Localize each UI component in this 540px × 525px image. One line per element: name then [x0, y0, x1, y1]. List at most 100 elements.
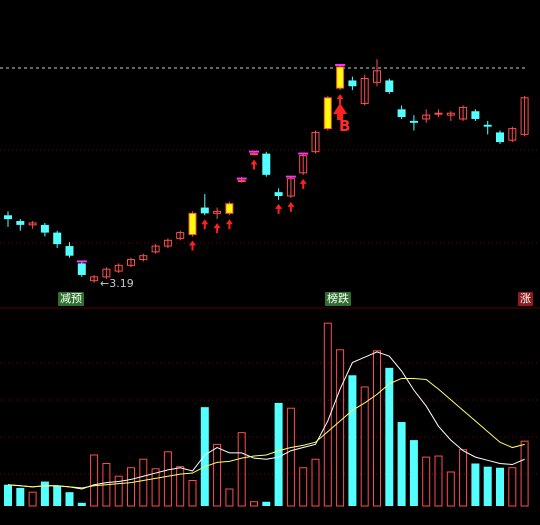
volume-bar-up: [520, 440, 529, 507]
candle-body-up: [151, 245, 160, 253]
candle-body-down: [496, 132, 504, 143]
buy-arrow-icon: [201, 219, 209, 230]
volume-bar-up: [323, 322, 332, 507]
buy-signal-label: B: [339, 117, 351, 135]
buy-arrow-icon: [299, 178, 307, 189]
candle-body-down: [397, 109, 406, 118]
volume-bar-up: [422, 456, 431, 507]
volume-bar-down: [65, 492, 74, 506]
volume-bar-up: [188, 479, 197, 507]
volume-ma-fast-line: [7, 351, 525, 490]
low-price-label: ←3.19: [100, 277, 134, 290]
candle-body-up: [127, 259, 135, 266]
volume-bar-up: [459, 449, 468, 507]
event-tag-mid[interactable]: 榜跌: [325, 292, 351, 306]
volume-bar-up: [250, 501, 258, 507]
buy-arrow-icon: [250, 159, 258, 170]
candle-body-down: [65, 246, 74, 256]
volume-bar-down: [471, 463, 480, 506]
candle-body-up: [114, 264, 123, 272]
volume-bar-down: [483, 466, 492, 506]
volume-bar-up: [163, 451, 172, 507]
buy-arrow-icon: [213, 223, 221, 234]
candle-body-down: [4, 215, 12, 220]
buy-arrow-icon: [275, 203, 283, 214]
volume-bar-up: [213, 443, 222, 507]
volume-bar-up: [225, 488, 234, 507]
volume-bar-up: [336, 349, 345, 507]
volume-bar-down: [200, 407, 209, 506]
candle-body-down: [53, 232, 62, 245]
candle-body-up: [102, 268, 111, 278]
volume-bar-down: [262, 501, 271, 506]
buy-arrow-icon: [189, 240, 196, 251]
candle-body-up: [373, 70, 381, 83]
candle-body-up: [28, 222, 37, 226]
candle-body-up: [188, 212, 197, 236]
candle-body-up: [311, 131, 320, 153]
buy-arrow-icon: [336, 94, 344, 105]
volume-bar-up: [299, 467, 308, 507]
candle-body-up: [360, 78, 369, 105]
volume-bar-down: [496, 467, 504, 506]
volume-bar-up: [28, 491, 37, 507]
strong-buy-arrow-icon: [333, 103, 348, 120]
candle-body-down: [262, 153, 271, 175]
candle-body-up: [90, 276, 99, 282]
volume-bar-up: [151, 468, 160, 507]
volume-bar-up: [90, 454, 99, 507]
candle-body-up: [250, 153, 258, 156]
event-tag-left[interactable]: 减预: [58, 292, 84, 306]
candle-body-down: [385, 80, 394, 92]
volume-bar-up: [311, 458, 320, 507]
volume-bar-up: [139, 458, 148, 507]
volume-bar-up: [127, 467, 135, 507]
volume-bar-up: [360, 386, 369, 507]
candle-body-up: [508, 128, 517, 141]
low-arrow-icon: ←: [100, 277, 110, 290]
buy-arrow-icon: [225, 219, 233, 230]
candle-body-up: [299, 155, 308, 174]
candle-body-down: [274, 192, 283, 196]
volume-bar-up: [286, 407, 295, 507]
candle-body-up: [459, 106, 468, 120]
candle-body-up: [520, 97, 529, 135]
candle-body-down: [16, 221, 25, 225]
volume-bar-up: [373, 350, 381, 507]
candle-body-up: [286, 178, 295, 197]
candle-body-down: [77, 263, 86, 275]
volume-bar-down: [40, 481, 49, 506]
candle-body-down: [200, 207, 209, 214]
candle-body-up: [225, 203, 234, 214]
volume-bar-down: [16, 487, 25, 506]
volume-bar-down: [274, 402, 283, 506]
candle-body-up: [213, 210, 222, 214]
volume-bar-down: [385, 367, 394, 506]
candle-body-down: [471, 111, 480, 119]
candle-body-up: [323, 97, 332, 130]
volume-bar-down: [348, 375, 357, 506]
candle-body-up: [176, 232, 185, 239]
volume-bar-up: [508, 467, 517, 507]
buy-arrow-icon: [287, 201, 295, 212]
candle-body-up: [446, 112, 455, 116]
event-tag-right[interactable]: 涨: [518, 292, 533, 306]
volume-bar-up: [434, 455, 443, 507]
candle-body-up: [422, 114, 431, 120]
volume-bar-down: [77, 502, 86, 506]
candle-body-up: [434, 112, 443, 115]
volume-bar-up: [176, 466, 185, 507]
candle-body-up: [139, 255, 148, 261]
volume-bar-down: [409, 440, 418, 506]
volume-bar-down: [4, 484, 12, 506]
candle-body-down: [348, 80, 357, 87]
volume-bar-up: [237, 432, 246, 507]
volume-bar-up: [114, 475, 123, 507]
candle-body-down: [483, 124, 492, 127]
volume-bar-down: [53, 485, 62, 506]
volume-bar-down: [397, 422, 406, 506]
candle-body-down: [409, 120, 418, 123]
candle-body-down: [40, 224, 49, 233]
